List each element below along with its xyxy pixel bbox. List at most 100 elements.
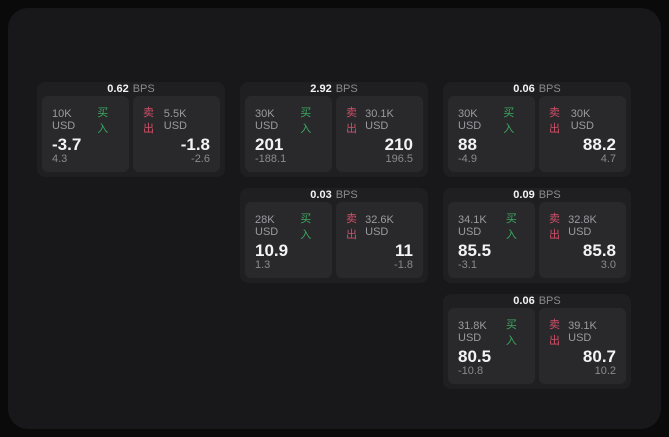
quote-card: 0.06 BPS 31.8K USD 买入 80.5 -10.8 卖出 39.1… xyxy=(443,294,631,389)
buy-delta-value: -188.1 xyxy=(255,153,287,165)
bps-unit-label: BPS xyxy=(538,83,561,95)
sell-panel-header: 卖出 39.1K USD xyxy=(549,316,616,348)
bps-unit-label: BPS xyxy=(335,189,358,201)
buy-side-label: 买入 xyxy=(505,319,517,347)
buy-side-label: 买入 xyxy=(97,107,109,135)
card-header: 0.62 BPS xyxy=(37,82,225,96)
card-header: 2.92 BPS xyxy=(240,82,428,96)
buy-price-value: -3.7 xyxy=(52,135,82,154)
buy-side-label: 买入 xyxy=(300,107,312,135)
sell-delta-value: 10.2 xyxy=(594,365,616,377)
card-header: 0.06 BPS xyxy=(443,82,631,96)
bps-value: 2.92 xyxy=(310,83,332,95)
buy-panel[interactable]: 30K USD 买入 201 -188.1 xyxy=(245,96,332,172)
sell-panel-header: 卖出 30.1K USD xyxy=(346,104,413,136)
buy-side-label: 买入 xyxy=(503,107,515,135)
sell-side-label: 卖出 xyxy=(549,107,560,135)
quote-panels: 30K USD 买入 88 -4.9 卖出 30K USD 88.2 4.7 xyxy=(443,96,631,177)
sell-panel-header: 卖出 32.6K USD xyxy=(346,210,413,242)
quote-card: 0.03 BPS 28K USD 买入 10.9 1.3 卖出 32.6K US… xyxy=(240,188,428,283)
buy-amount-label: 34.1K USD xyxy=(458,214,487,238)
bps-unit-label: BPS xyxy=(538,295,561,307)
sell-side-label: 卖出 xyxy=(346,107,357,135)
sell-panel[interactable]: 卖出 32.8K USD 85.8 3.0 xyxy=(539,202,626,278)
bps-value: 0.62 xyxy=(107,83,129,95)
buy-side-label: 买入 xyxy=(505,213,517,241)
sell-delta-value: 4.7 xyxy=(600,153,616,165)
card-header: 0.06 BPS xyxy=(443,294,631,308)
quote-card: 0.09 BPS 34.1K USD 买入 85.5 -3.1 卖出 32.8K… xyxy=(443,188,631,283)
sell-panel-header: 卖出 30K USD xyxy=(549,104,616,136)
buy-amount-label: 30K USD xyxy=(458,108,482,132)
buy-panel[interactable]: 34.1K USD 买入 85.5 -3.1 xyxy=(448,202,535,278)
sell-delta-value: 3.0 xyxy=(600,259,616,271)
sell-price-value: 85.8 xyxy=(582,241,616,260)
sell-price-value: 80.7 xyxy=(582,347,616,366)
trading-panel: 0.62 BPS 10K USD 买入 -3.7 4.3 卖出 5.5K USD… xyxy=(8,8,661,429)
sell-panel[interactable]: 卖出 5.5K USD -1.8 -2.6 xyxy=(133,96,220,172)
sell-amount-label: 32.6K USD xyxy=(365,214,394,238)
sell-amount-label: 32.8K USD xyxy=(568,214,597,238)
sell-panel-header: 卖出 32.8K USD xyxy=(549,210,616,242)
buy-panel-header: 28K USD 买入 xyxy=(255,210,322,242)
buy-panel[interactable]: 28K USD 买入 10.9 1.3 xyxy=(245,202,332,278)
sell-amount-label: 39.1K USD xyxy=(568,320,597,344)
bps-unit-label: BPS xyxy=(132,83,155,95)
buy-amount-label: 28K USD xyxy=(255,214,279,238)
quote-panels: 30K USD 买入 201 -188.1 卖出 30.1K USD 210 1… xyxy=(240,96,428,177)
bps-value: 0.03 xyxy=(310,189,332,201)
buy-price-value: 201 xyxy=(255,135,284,154)
sell-panel[interactable]: 卖出 32.6K USD 11 -1.8 xyxy=(336,202,423,278)
sell-side-label: 卖出 xyxy=(346,213,357,241)
buy-price-value: 85.5 xyxy=(458,241,492,260)
sell-amount-label: 30K USD xyxy=(570,108,594,132)
sell-panel[interactable]: 卖出 39.1K USD 80.7 10.2 xyxy=(539,308,626,384)
sell-side-label: 卖出 xyxy=(549,319,560,347)
quote-card-grid: 0.62 BPS 10K USD 买入 -3.7 4.3 卖出 5.5K USD… xyxy=(37,82,631,389)
card-header: 0.09 BPS xyxy=(443,188,631,202)
sell-panel[interactable]: 卖出 30K USD 88.2 4.7 xyxy=(539,96,626,172)
buy-price-value: 10.9 xyxy=(255,241,289,260)
sell-amount-label: 30.1K USD xyxy=(365,108,394,132)
sell-amount-label: 5.5K USD xyxy=(163,108,188,132)
buy-delta-value: 4.3 xyxy=(52,153,68,165)
quote-panels: 31.8K USD 买入 80.5 -10.8 卖出 39.1K USD 80.… xyxy=(443,308,631,389)
sell-price-value: 210 xyxy=(384,135,413,154)
sell-panel-header: 卖出 5.5K USD xyxy=(143,104,210,136)
sell-delta-value: 196.5 xyxy=(385,153,413,165)
buy-amount-label: 30K USD xyxy=(255,108,279,132)
buy-panel-header: 30K USD 买入 xyxy=(255,104,322,136)
buy-delta-value: 1.3 xyxy=(255,259,271,271)
buy-price-value: 88 xyxy=(458,135,477,154)
sell-price-value: 11 xyxy=(395,241,413,260)
buy-panel-header: 30K USD 买入 xyxy=(458,104,525,136)
buy-amount-label: 31.8K USD xyxy=(458,320,487,344)
sell-side-label: 卖出 xyxy=(549,213,560,241)
quote-card: 0.06 BPS 30K USD 买入 88 -4.9 卖出 30K USD 8… xyxy=(443,82,631,177)
card-header: 0.03 BPS xyxy=(240,188,428,202)
buy-price-value: 80.5 xyxy=(458,347,492,366)
quote-panels: 10K USD 买入 -3.7 4.3 卖出 5.5K USD -1.8 -2.… xyxy=(37,96,225,177)
quote-panels: 34.1K USD 买入 85.5 -3.1 卖出 32.8K USD 85.8… xyxy=(443,202,631,283)
bps-unit-label: BPS xyxy=(538,189,561,201)
sell-panel[interactable]: 卖出 30.1K USD 210 196.5 xyxy=(336,96,423,172)
buy-delta-value: -10.8 xyxy=(458,365,484,377)
buy-delta-value: -3.1 xyxy=(458,259,477,271)
bps-value: 0.06 xyxy=(513,295,535,307)
quote-card: 0.62 BPS 10K USD 买入 -3.7 4.3 卖出 5.5K USD… xyxy=(37,82,225,177)
buy-panel-header: 34.1K USD 买入 xyxy=(458,210,525,242)
sell-delta-value: -2.6 xyxy=(191,153,210,165)
buy-side-label: 买入 xyxy=(300,213,312,241)
bps-value: 0.09 xyxy=(513,189,535,201)
buy-panel[interactable]: 10K USD 买入 -3.7 4.3 xyxy=(42,96,129,172)
buy-panel[interactable]: 31.8K USD 买入 80.5 -10.8 xyxy=(448,308,535,384)
buy-amount-label: 10K USD xyxy=(52,108,76,132)
sell-price-value: 88.2 xyxy=(582,135,616,154)
buy-panel-header: 10K USD 买入 xyxy=(52,104,119,136)
buy-panel[interactable]: 30K USD 买入 88 -4.9 xyxy=(448,96,535,172)
quote-card: 2.92 BPS 30K USD 买入 201 -188.1 卖出 30.1K … xyxy=(240,82,428,177)
quote-panels: 28K USD 买入 10.9 1.3 卖出 32.6K USD 11 -1.8 xyxy=(240,202,428,283)
sell-side-label: 卖出 xyxy=(143,107,154,135)
bps-value: 0.06 xyxy=(513,83,535,95)
